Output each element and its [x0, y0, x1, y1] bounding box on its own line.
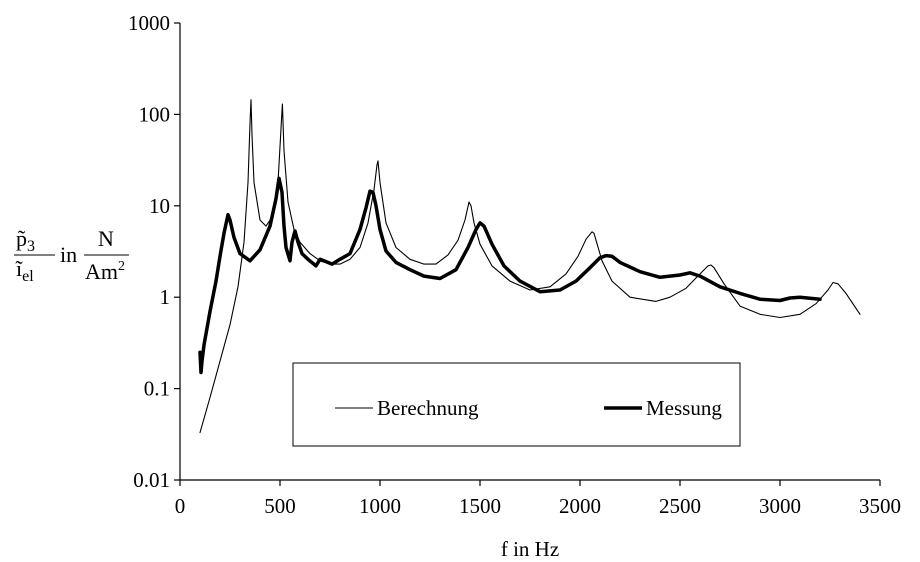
x-tick-label: 0	[175, 494, 186, 518]
y-label-denominator: ĩel	[15, 256, 34, 285]
x-tick-label: 2500	[659, 494, 701, 518]
y-tick-label: 0.1	[144, 377, 170, 401]
x-tick-label: 3000	[759, 494, 801, 518]
y-tick-label: 0.01	[133, 468, 170, 492]
x-tick-label: 1000	[359, 494, 401, 518]
y-ticks: 0.01 0.1 1 10 100 1000	[128, 11, 180, 492]
x-tick-label: 3500	[859, 494, 901, 518]
x-axis-label: f in Hz	[501, 537, 559, 561]
y-tick-label: 10	[149, 194, 170, 218]
series-line-messung	[198, 176, 822, 375]
x-tick-label: 2000	[559, 494, 601, 518]
series-lines	[198, 99, 861, 434]
y-label-numerator: p̃3	[16, 226, 35, 255]
legend-label-berechnung: Berechnung	[377, 396, 479, 420]
legend-box	[292, 362, 741, 447]
legend-label-messung: Messung	[646, 396, 722, 420]
y-label-in: in	[60, 242, 77, 267]
axes	[179, 23, 880, 481]
legend: Berechnung Messung	[292, 362, 741, 447]
x-tick-label: 500	[264, 494, 296, 518]
x-tick-label: 1500	[459, 494, 501, 518]
series-line-berechnung	[199, 99, 861, 434]
y-tick-label: 1000	[128, 11, 170, 35]
y-label-unit-denominator: Am2	[85, 259, 125, 284]
x-ticks: 0 500 1000 1500 2000 2500 3000 3500	[175, 480, 901, 518]
y-label-unit-numerator: N	[98, 226, 114, 251]
y-tick-label: 1	[160, 285, 171, 309]
y-axis-label: p̃3 ĩel in N Am2	[14, 226, 129, 285]
y-tick-label: 100	[139, 102, 171, 126]
